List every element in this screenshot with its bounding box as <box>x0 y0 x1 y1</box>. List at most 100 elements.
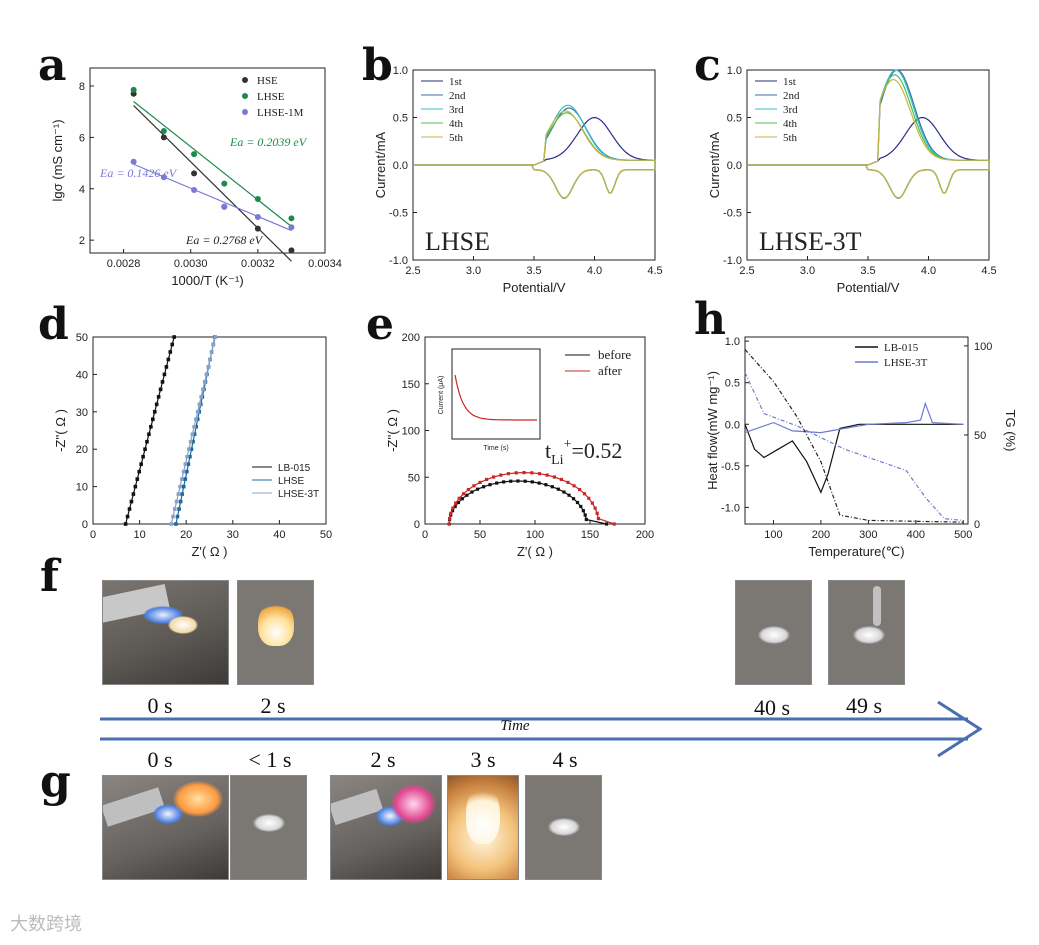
e-point <box>451 506 455 510</box>
c-legend-label: 1st <box>783 76 796 88</box>
c-xlabel: Potential/V <box>837 280 900 295</box>
a-plot-frame <box>89 67 326 254</box>
d-xtick-label: 0 <box>90 529 96 541</box>
e-point <box>478 480 482 484</box>
c-xtick-label: 2.5 <box>739 265 754 277</box>
a-point <box>254 196 261 203</box>
time-g-4: 4 s <box>552 747 578 772</box>
d-point <box>156 395 161 399</box>
d-point <box>202 380 207 384</box>
d-point <box>160 380 165 384</box>
a-point <box>288 224 295 231</box>
e-legend-label: after <box>598 363 622 378</box>
a-annotation: Ea = 0.2039 eV <box>229 135 308 149</box>
a-xtick-label: 0.0032 <box>241 258 275 270</box>
d-point <box>178 499 183 504</box>
d-point <box>186 462 191 466</box>
h-dsc-lhse3t <box>744 401 964 434</box>
d-point <box>183 462 188 466</box>
d-point <box>127 507 132 511</box>
d-legend-label: LB-015 <box>278 463 311 474</box>
b-legend-label: 4th <box>449 118 464 130</box>
b-legend-label: 3rd <box>449 104 464 116</box>
d-point <box>197 402 202 407</box>
c-xtick-label: 4.0 <box>921 265 936 277</box>
time-g-2: 2 s <box>370 747 396 772</box>
e-point <box>604 522 609 526</box>
d-series-0 <box>125 336 175 525</box>
h-ytick-label: -1.0 <box>721 502 740 514</box>
h-legend-label: LHSE-3T <box>884 357 928 369</box>
d-point <box>152 410 157 414</box>
a-annotation: Ea = 0.1426 eV <box>99 166 178 180</box>
d-xtick-label: 40 <box>273 529 285 541</box>
panel-label-g: g <box>40 756 71 807</box>
e-xtick-label: 150 <box>581 529 599 541</box>
e-point <box>450 509 455 513</box>
d-ytick-label: 20 <box>76 444 88 456</box>
watermark: 大数跨境 <box>10 914 82 935</box>
e-point <box>579 504 583 509</box>
panel-label-c: c <box>694 40 721 91</box>
e-point <box>584 517 588 522</box>
d-point <box>185 469 189 474</box>
d-point <box>190 432 195 437</box>
c-ylabel: Current/mA <box>707 131 722 198</box>
a-point <box>191 151 198 158</box>
e-point <box>485 477 489 482</box>
c-ytick-label: 1.0 <box>727 65 742 77</box>
h-y2tick-label: 100 <box>974 341 992 353</box>
d-xtick-label: 20 <box>180 529 192 541</box>
h-ytick-label: 0.5 <box>725 378 740 390</box>
d-point <box>199 395 203 399</box>
e-point <box>582 492 587 496</box>
d-point <box>181 484 186 489</box>
d-point <box>192 432 197 437</box>
a-ytick-label: 8 <box>79 81 85 93</box>
e-point <box>556 487 560 491</box>
d-point <box>174 522 178 526</box>
b-xtick-label: 3.0 <box>466 265 481 277</box>
d-point <box>141 454 145 459</box>
b-xtick-label: 4.0 <box>587 265 602 277</box>
b-legend-label: 2nd <box>449 90 466 102</box>
a-ytick-label: 2 <box>79 235 85 247</box>
e-point <box>530 471 534 475</box>
photo-g-0s <box>102 775 229 880</box>
d-ytick-label: 10 <box>76 482 88 494</box>
time-f-1: 2 s <box>260 693 286 718</box>
e-xtick-label: 200 <box>636 529 654 541</box>
d-point <box>188 439 193 444</box>
time-g-0: 0 s <box>147 747 173 772</box>
c-xtick-label: 4.5 <box>981 265 996 277</box>
e-ytick-label: 50 <box>408 472 420 484</box>
a-legend-marker <box>242 109 248 115</box>
e-point <box>506 472 511 476</box>
c-legend-label: 5th <box>783 132 798 144</box>
e-xtick-label: 50 <box>474 529 486 541</box>
c-ytick-label: 0.5 <box>727 113 742 125</box>
h-xtick-label: 200 <box>812 529 830 541</box>
d-point <box>195 410 200 414</box>
a-point <box>191 170 198 177</box>
e-xtick-label: 0 <box>422 529 428 541</box>
d-point <box>139 462 143 466</box>
a-legend-label: LHSE-1M <box>257 107 304 119</box>
d-point <box>194 417 198 422</box>
e-point <box>481 485 486 489</box>
c-ytick-label: -0.5 <box>723 208 742 220</box>
h-y2label: TG (%) <box>1003 410 1018 452</box>
e-point <box>587 496 591 500</box>
h-ytick-label: -0.5 <box>721 461 740 473</box>
e-point <box>596 517 600 521</box>
d-ylabel: -Z''( Ω ) <box>53 409 68 452</box>
photo-f-2s <box>237 580 314 685</box>
e-inset-frame <box>451 348 541 440</box>
e-inset-xlabel: Time (s) <box>483 445 508 452</box>
e-point <box>545 473 549 477</box>
d-point <box>147 432 151 437</box>
d-point <box>183 477 188 481</box>
d-point <box>192 424 196 429</box>
c-ytick-label: -1.0 <box>723 255 742 267</box>
